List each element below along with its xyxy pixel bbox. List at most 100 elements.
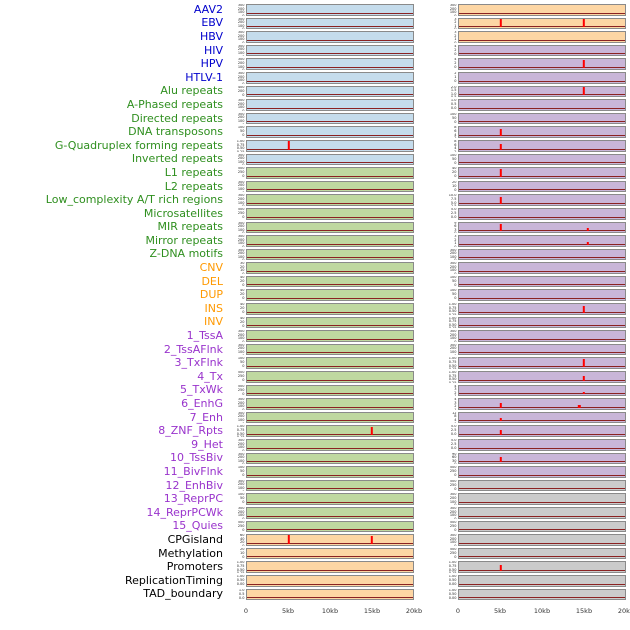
y-tick-label: 200 — [449, 495, 457, 500]
y-tick-label: 1.0 — [450, 91, 457, 96]
y-tick-label: 100 — [237, 336, 245, 341]
left-track-panel — [246, 398, 414, 410]
signal-baseline — [247, 311, 413, 313]
right-track-panel — [458, 207, 626, 220]
track-row: 7_Enh300200100012840 — [0, 411, 630, 425]
track-row: Z-DNA motifs30020010003002001000 — [0, 248, 630, 262]
left-y-axis-ticks: 3002001000 — [226, 45, 246, 57]
row-label: MIR repeats — [157, 220, 223, 234]
signal-peak — [499, 169, 502, 177]
right-y-axis-ticks: 1.0 0.5 0.0 — [438, 99, 458, 111]
signal-baseline — [247, 53, 413, 55]
signal-baseline — [247, 39, 413, 41]
y-tick-label: 0 — [242, 109, 244, 110]
y-tick-label: 50 — [452, 156, 457, 161]
right-track-panel — [458, 561, 626, 573]
y-tick-label: 0.25 — [237, 150, 245, 151]
right-track-panel — [458, 4, 626, 16]
track-row: 5_TxWk500250043210 — [0, 384, 630, 398]
left-track-panel — [246, 139, 414, 152]
signal-peak — [370, 427, 373, 435]
y-tick-label: 0 — [454, 51, 457, 56]
track-row: 13_ReprPC1005003002001000 — [0, 492, 630, 506]
y-tick-label: 0 — [454, 544, 456, 545]
y-tick-label: 300 — [237, 330, 245, 334]
y-tick-label: 30 — [240, 262, 245, 266]
row-label: 13_ReprPC — [163, 492, 223, 506]
right-y-axis-ticks: 43210 — [438, 398, 458, 410]
signal-baseline — [459, 542, 625, 544]
y-tick-label: 250 — [237, 170, 245, 175]
signal-peak — [499, 197, 502, 204]
y-tick-label: 50 — [452, 278, 457, 283]
y-tick-label: 500 — [449, 520, 457, 524]
row-label: ReplicationTiming — [124, 573, 223, 587]
left-y-axis-ticks: 1.000.750.500.250.00 — [226, 140, 246, 152]
signal-baseline — [459, 366, 625, 368]
y-tick-label: 200 — [449, 536, 457, 541]
y-tick-label: 200 — [237, 346, 245, 351]
right-track-panel — [458, 534, 626, 546]
y-tick-label: 2 — [454, 33, 457, 38]
y-tick-label: 50 — [240, 360, 245, 365]
right-track-panel — [458, 167, 626, 179]
y-tick-label: 2 — [454, 150, 456, 151]
y-tick-label: 0 — [454, 422, 456, 423]
y-tick-label: 0 — [242, 490, 244, 491]
signal-peak — [287, 141, 290, 150]
signal-baseline — [459, 202, 625, 204]
y-tick-label: 0.00 — [448, 581, 457, 586]
track-row: Inverted repeats3002001000100500 — [0, 153, 630, 167]
y-tick-label: 1.00 — [448, 303, 457, 307]
right-y-axis-ticks: 86420 — [438, 140, 458, 152]
x-tick-label: 0 — [455, 607, 461, 616]
row-label: 5_TxWk — [180, 383, 223, 397]
left-track-panel — [246, 71, 414, 84]
signal-baseline — [459, 434, 625, 435]
y-tick-label: 0.75 — [236, 563, 245, 568]
row-label: EBV — [201, 16, 223, 30]
track-row: 2_TssAFlnk30020010003002001000 — [0, 343, 630, 357]
y-tick-label: 50 — [240, 469, 245, 474]
x-tick-label: 20kb — [617, 607, 630, 616]
right-track-panel — [458, 479, 626, 492]
right-y-axis-ticks: 3002001000 — [438, 249, 458, 261]
left-track-panel — [246, 534, 414, 546]
track-row: L2 repeats300200100020100 — [0, 180, 630, 194]
left-y-axis-ticks: 3002001000 — [226, 235, 246, 247]
signal-baseline — [459, 474, 625, 476]
x-tick-label: 0 — [243, 607, 249, 616]
y-tick-label: 100 — [237, 466, 245, 470]
y-tick-label: 200 — [237, 74, 245, 79]
y-tick-label: 100 — [237, 418, 245, 422]
y-tick-label: 4 — [454, 44, 457, 48]
y-tick-label: 100 — [237, 118, 245, 123]
right-track-panel — [458, 439, 626, 451]
y-tick-label: 500 — [449, 547, 457, 551]
row-label: Promoters — [166, 560, 223, 574]
y-tick-label: 1.00 — [448, 371, 457, 375]
left-track-panel — [246, 520, 414, 533]
row-label: HPV — [200, 57, 223, 71]
y-tick-label: 100 — [237, 445, 245, 450]
left-y-axis-ticks: 100 50 0 — [226, 126, 246, 138]
y-tick-label: 300 — [237, 439, 245, 442]
y-tick-label: 0 — [242, 323, 245, 328]
right-y-axis-ticks: 3002001000 — [438, 534, 458, 546]
right-track-panel — [458, 44, 626, 57]
signal-baseline — [459, 488, 625, 490]
y-tick-label: 100 — [449, 499, 457, 504]
y-tick-label: 100 — [237, 23, 245, 28]
row-label: DEL — [201, 274, 223, 288]
left-track-panel — [246, 466, 414, 478]
y-tick-label: 300 — [237, 17, 245, 21]
y-tick-label: 0 — [454, 160, 457, 165]
signal-baseline — [459, 569, 625, 571]
right-track-panel — [458, 371, 626, 383]
y-tick-label: 0.25 — [449, 368, 457, 369]
track-row: 11_BivFlnk 100 50 0 500 250 0 — [0, 465, 630, 479]
right-track-panel — [458, 248, 626, 261]
